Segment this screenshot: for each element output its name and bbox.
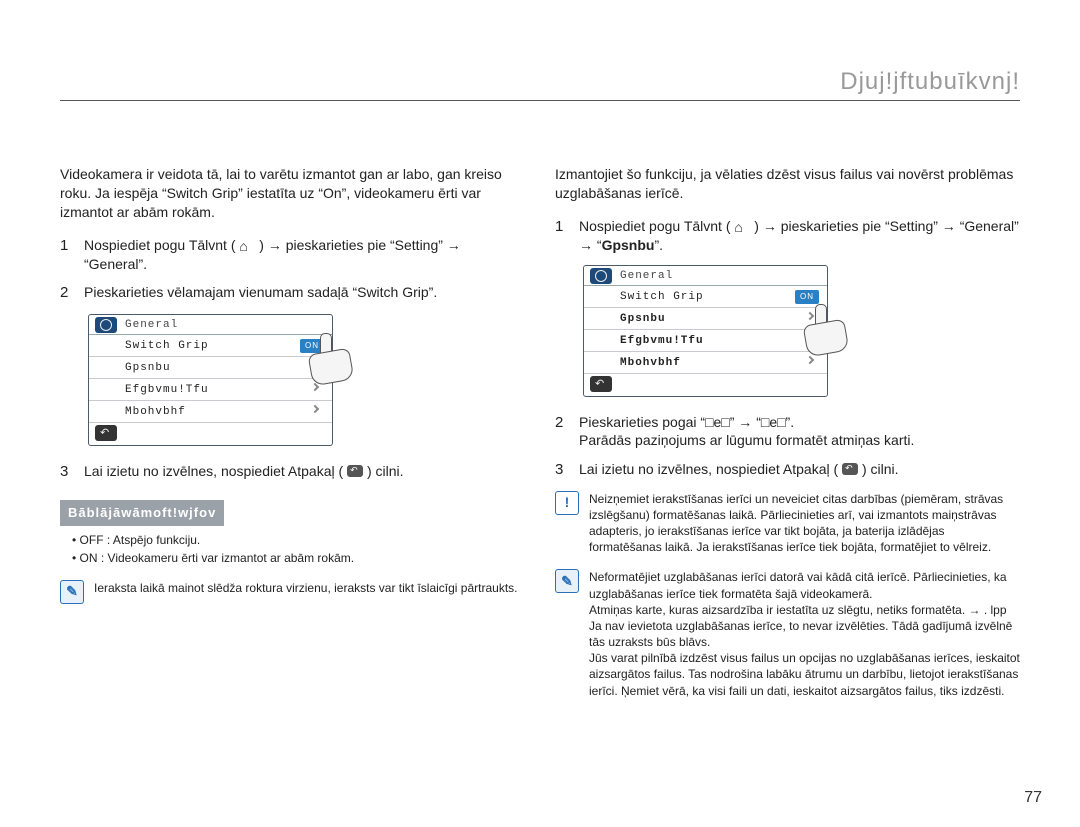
on-badge: ON (795, 290, 819, 304)
left-step-1: 1 Nospiediet pogu Tālvnt ( ) → pieskarie… (60, 236, 525, 274)
back-icon (95, 425, 117, 441)
left-column: Videokamera ir veidota tā, lai to varētu… (60, 165, 525, 604)
menu-label: Gpsnbu (125, 362, 171, 374)
text-fragment: ON : Videokameru ērti var izmantot ar ab… (80, 551, 355, 565)
menu-screenshot-left: General Switch Grip ON Gpsnbu Efgbvmu!Tf… (88, 314, 333, 446)
step-number: 3 (555, 460, 579, 480)
step-text: Nospiediet pogu Tālvnt ( ) → pieskarieti… (579, 217, 1020, 255)
menu-label: Mbohvbhf (125, 406, 186, 418)
note-text: Neizņemiet ierakstīšanas ierīci un nevei… (589, 491, 1020, 556)
menu-title: General (89, 315, 332, 335)
text-fragment: Lai izietu no izvēlnes, nospiediet Atpak… (84, 463, 343, 479)
step-number: 1 (555, 217, 579, 255)
menu-label: Switch Grip (620, 291, 704, 303)
step-number: 1 (60, 236, 84, 274)
menu-title: General (584, 266, 827, 286)
menu-label: Gpsnbu (620, 313, 666, 325)
menu-label: Efgbvmu!Tfu (125, 384, 209, 396)
menu-row: Mbohvbhf (584, 352, 827, 374)
step-text: Pieskarieties vēlamajam vienumam sadaļā … (84, 283, 525, 303)
menu-mode-icon (95, 317, 117, 333)
chevron-right-icon (311, 404, 319, 412)
option-off: • OFF : Atspējo funkciju. (72, 532, 525, 548)
note-text: Neformatējiet uzglabāšanas ierīci datorā… (589, 569, 1020, 699)
warning-note: ! Neizņemiet ierakstīšanas ierīci un nev… (555, 491, 1020, 556)
menu-row: Efgbvmu!Tfu (89, 379, 332, 401)
option-on: • ON : Videokameru ērti var izmantot ar … (72, 550, 525, 566)
text-fragment: Parādās paziņojums ar lūgumu formatēt at… (579, 432, 914, 448)
menu-row: Efgbvmu!Tfu (584, 330, 827, 352)
right-column: Izmantojiet šo funkciju, ja vēlaties dzē… (555, 165, 1020, 699)
text-fragment: Lai izietu no izvēlnes, nospiediet Atpak… (579, 461, 838, 477)
text-fragment-bold: Gpsnbu (602, 237, 655, 253)
menu-label: Efgbvmu!Tfu (620, 335, 704, 347)
info-note: ✎ Neformatējiet uzglabāšanas ierīci dato… (555, 569, 1020, 699)
text-fragment: OFF : Atspējo funkciju. (80, 533, 201, 547)
step-text: Lai izietu no izvēlnes, nospiediet Atpak… (579, 460, 1020, 480)
back-icon (842, 463, 858, 475)
menu-row: Mbohvbhf (89, 401, 332, 423)
touch-hand-icon (805, 304, 855, 360)
text-fragment: Nospiediet pogu Tālvnt ( (84, 237, 236, 253)
left-step-2: 2 Pieskarieties vēlamajam vienumam sadaļ… (60, 283, 525, 303)
step-text: Pieskarieties pogai “□e□” → “□e□”. Parād… (579, 413, 1020, 451)
menu-label: Switch Grip (125, 340, 209, 352)
menu-label: Mbohvbhf (620, 357, 681, 369)
note-text: Ieraksta laikā mainot slēdža roktura vir… (94, 580, 525, 604)
text-fragment: ) cilni. (367, 463, 404, 479)
subsection-bar: Bāblājāwāmoft!wjfov (60, 500, 224, 526)
option-list: • OFF : Atspējo funkciju. • ON : Videoka… (72, 532, 525, 566)
home-icon (734, 218, 750, 230)
info-icon: ✎ (555, 569, 579, 593)
home-icon (239, 237, 255, 249)
right-intro: Izmantojiet šo funkciju, ja vēlaties dzē… (555, 165, 1020, 203)
menu-screenshot-right: General Switch Grip ON Gpsnbu Efgbvmu!Tf… (583, 265, 828, 397)
text-fragment: ”. (654, 237, 663, 253)
menu-mode-icon (590, 268, 612, 284)
step-number: 3 (60, 462, 84, 482)
text-fragment: Nospiediet pogu Tālvnt ( (579, 218, 731, 234)
text-fragment: ) cilni. (862, 461, 899, 477)
step-text: Nospiediet pogu Tālvnt ( ) → pieskarieti… (84, 236, 525, 274)
info-icon: ✎ (60, 580, 84, 604)
text-fragment: Pieskarieties pogai “□e□” → “□e□”. (579, 414, 794, 430)
step-text: Lai izietu no izvēlnes, nospiediet Atpak… (84, 462, 525, 482)
header-rule (60, 100, 1020, 101)
note-left: ✎ Ieraksta laikā mainot slēdža roktura v… (60, 580, 525, 604)
menu-row: Gpsnbu (584, 308, 827, 330)
step-number: 2 (555, 413, 579, 451)
menu-row: Switch Grip ON (584, 286, 827, 308)
right-step-3: 3 Lai izietu no izvēlnes, nospiediet Atp… (555, 460, 1020, 480)
menu-row: Gpsnbu (89, 357, 332, 379)
menu-row: Switch Grip ON (89, 335, 332, 357)
page-header: Djuj!jftubuīkvnj! (840, 68, 1020, 96)
left-step-3: 3 Lai izietu no izvēlnes, nospiediet Atp… (60, 462, 525, 482)
back-icon (590, 376, 612, 392)
right-step-2: 2 Pieskarieties pogai “□e□” → “□e□”. Par… (555, 413, 1020, 451)
touch-hand-icon (310, 333, 360, 389)
page-number: 77 (1024, 789, 1042, 807)
left-intro: Videokamera ir veidota tā, lai to varētu… (60, 165, 525, 222)
back-icon (347, 465, 363, 477)
right-step-1: 1 Nospiediet pogu Tālvnt ( ) → pieskarie… (555, 217, 1020, 255)
step-number: 2 (60, 283, 84, 303)
warning-icon: ! (555, 491, 579, 515)
